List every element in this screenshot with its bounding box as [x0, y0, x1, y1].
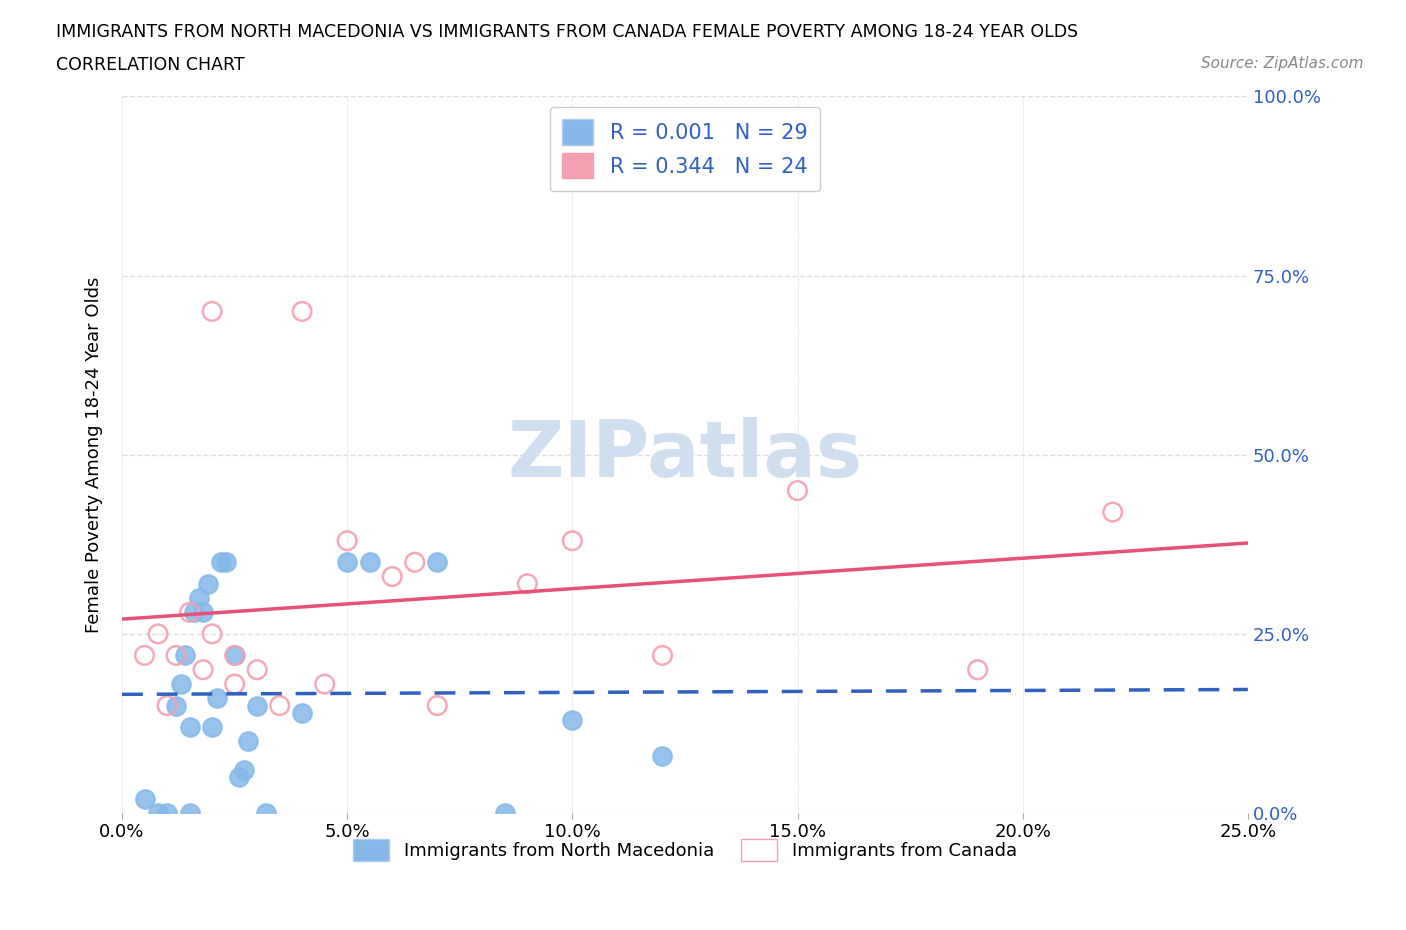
Point [232, 763, 254, 777]
Point [191, 605, 214, 620]
Text: IMMIGRANTS FROM NORTH MACEDONIA VS IMMIGRANTS FROM CANADA FEMALE POVERTY AMONG 1: IMMIGRANTS FROM NORTH MACEDONIA VS IMMIG… [56, 23, 1078, 41]
Point [169, 677, 191, 692]
Point [291, 705, 314, 720]
Point [156, 805, 179, 820]
Point [134, 791, 156, 806]
Point [246, 662, 269, 677]
Point [336, 533, 359, 548]
Point [209, 555, 232, 570]
Point [146, 627, 169, 642]
Point [426, 698, 449, 713]
Point [201, 304, 224, 319]
Point [254, 805, 277, 820]
Point [269, 698, 291, 713]
Point [201, 627, 224, 642]
Point [561, 533, 583, 548]
Point [224, 648, 246, 663]
Point [786, 483, 808, 498]
Point [165, 648, 187, 663]
Point [134, 648, 156, 663]
Point [561, 712, 583, 727]
Point [205, 691, 228, 706]
Point [651, 648, 673, 663]
Point [291, 304, 314, 319]
Y-axis label: Female Poverty Among 18-24 Year Olds: Female Poverty Among 18-24 Year Olds [86, 276, 103, 633]
Point [1101, 505, 1123, 520]
Point [187, 591, 209, 605]
Point [156, 698, 179, 713]
Point [404, 555, 426, 570]
Point [336, 555, 359, 570]
Point [359, 555, 381, 570]
Point [179, 605, 201, 620]
Text: ZIPatlas: ZIPatlas [508, 417, 862, 493]
Point [191, 662, 214, 677]
Point [966, 662, 988, 677]
Point [246, 698, 269, 713]
Point [381, 569, 404, 584]
Point [201, 720, 224, 735]
Point [651, 749, 673, 764]
Point [224, 677, 246, 692]
Point [494, 805, 516, 820]
Text: CORRELATION CHART: CORRELATION CHART [56, 56, 245, 73]
Point [426, 555, 449, 570]
Legend: Immigrants from North Macedonia, Immigrants from Canada: Immigrants from North Macedonia, Immigra… [346, 832, 1024, 869]
Point [183, 605, 205, 620]
Point [214, 555, 236, 570]
Point [236, 734, 259, 749]
Text: Source: ZipAtlas.com: Source: ZipAtlas.com [1201, 56, 1364, 71]
Point [314, 677, 336, 692]
Point [197, 577, 219, 591]
Point [516, 577, 538, 591]
Point [179, 720, 201, 735]
Point [174, 648, 197, 663]
Point [224, 648, 246, 663]
Point [165, 698, 187, 713]
Point [179, 805, 201, 820]
Point [228, 770, 250, 785]
Point [146, 805, 169, 820]
